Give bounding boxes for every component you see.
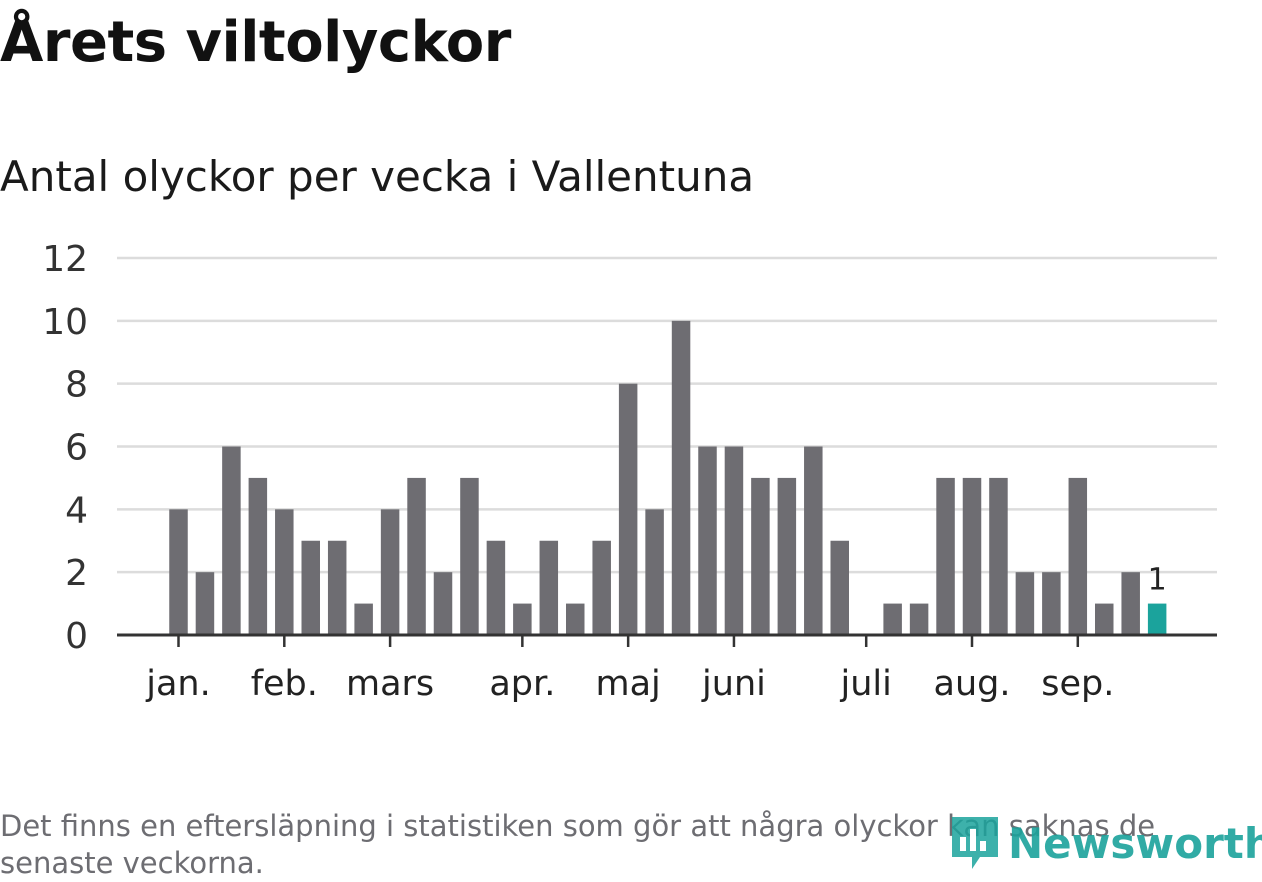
y-tick-label: 2 — [65, 553, 88, 594]
bar — [486, 540, 506, 635]
y-tick-label: 8 — [65, 365, 88, 406]
bar — [989, 477, 1008, 635]
y-tick-label: 10 — [42, 302, 88, 343]
x-tick-label: jan. — [145, 664, 210, 704]
bar — [1068, 477, 1088, 635]
x-tick-label: juli — [840, 664, 892, 704]
bar — [962, 477, 982, 635]
y-tick-label: 12 — [42, 239, 88, 280]
chart-title: Årets viltolyckor — [0, 10, 511, 75]
newsworthy-logo-icon — [952, 817, 998, 869]
bar — [380, 509, 400, 635]
bar — [169, 509, 188, 635]
bar — [433, 572, 453, 635]
bar — [222, 446, 241, 635]
bar — [460, 477, 479, 635]
y-tick-label: 4 — [65, 490, 88, 531]
bar — [513, 603, 532, 635]
bar — [936, 477, 955, 635]
x-tick-label: juni — [701, 664, 766, 704]
bar — [539, 540, 559, 635]
bar — [724, 446, 744, 635]
x-tick-label: apr. — [489, 664, 555, 704]
bar — [1042, 572, 1061, 635]
bar — [909, 603, 929, 635]
bar — [1121, 572, 1140, 635]
bar — [618, 383, 638, 635]
x-tick-label: mars — [346, 664, 434, 704]
bar — [275, 509, 294, 635]
y-tick-label: 6 — [65, 428, 88, 469]
bar — [777, 477, 797, 635]
newsworthy-logo: Newsworthy — [950, 815, 1262, 871]
x-tick-label: feb. — [251, 664, 318, 704]
bar — [592, 540, 611, 635]
data-label: 1 — [1148, 563, 1167, 598]
chart-subtitle: Antal olyckor per vecka i Vallentuna — [0, 152, 755, 201]
bar — [671, 320, 691, 635]
bar — [698, 446, 717, 635]
bar — [751, 477, 770, 635]
x-tick-label: aug. — [934, 664, 1011, 704]
bar — [301, 540, 320, 635]
bar — [830, 540, 849, 635]
bar-highlight — [1147, 603, 1167, 635]
bar — [248, 477, 268, 635]
x-tick-label: maj — [596, 664, 661, 704]
bar — [407, 477, 426, 635]
bar — [883, 603, 902, 635]
bar — [327, 540, 347, 635]
bar — [1095, 603, 1114, 635]
newsworthy-logo-text: Newsworthy — [1008, 818, 1262, 868]
bar — [645, 509, 664, 635]
bar — [804, 446, 823, 635]
bar — [1015, 572, 1035, 635]
bar — [354, 603, 373, 635]
y-tick-label: 0 — [65, 616, 88, 657]
bar — [195, 572, 215, 635]
x-tick-label: sep. — [1041, 664, 1114, 704]
bar — [566, 603, 585, 635]
